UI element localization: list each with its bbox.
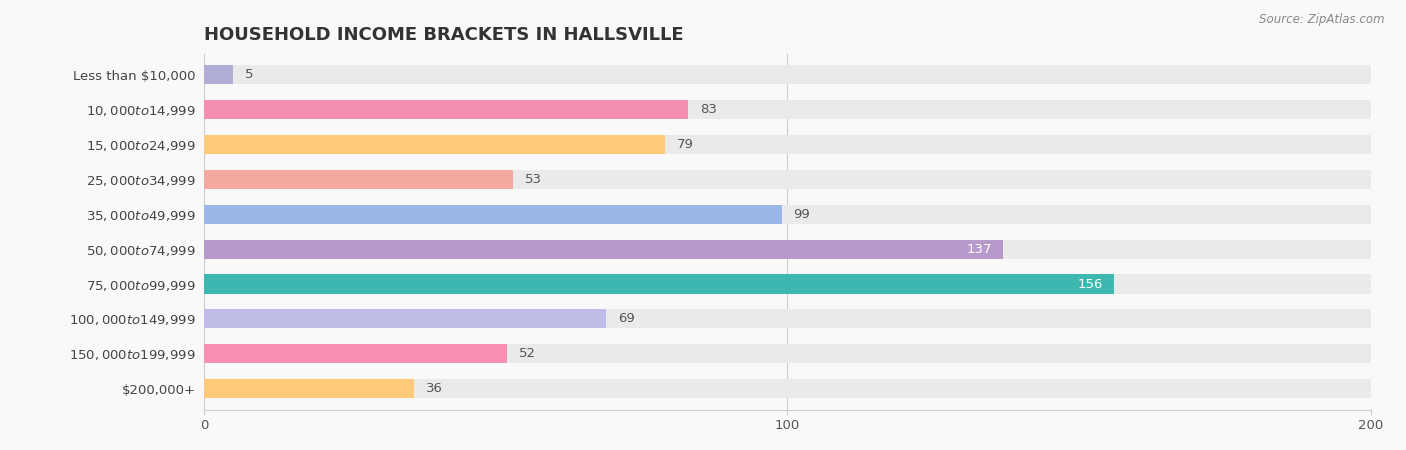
Bar [204,100,688,119]
Bar [204,309,1371,328]
Bar [204,309,606,328]
Bar [204,239,1371,259]
Text: 83: 83 [700,103,717,116]
Bar [204,379,1371,398]
Bar [204,65,233,85]
Bar [204,239,1004,259]
Text: 156: 156 [1077,278,1102,291]
Bar [204,344,508,363]
Text: 36: 36 [426,382,443,395]
Text: 69: 69 [619,312,636,325]
Bar [204,65,1371,85]
Bar [204,344,1371,363]
Text: 53: 53 [524,173,541,186]
Text: 79: 79 [676,138,693,151]
Text: 99: 99 [793,208,810,221]
Text: Source: ZipAtlas.com: Source: ZipAtlas.com [1260,14,1385,27]
Text: 137: 137 [966,243,991,256]
Bar [204,205,1371,224]
Bar [204,170,1371,189]
Bar [204,170,513,189]
Bar [204,135,1371,154]
Text: HOUSEHOLD INCOME BRACKETS IN HALLSVILLE: HOUSEHOLD INCOME BRACKETS IN HALLSVILLE [204,26,683,44]
Bar [204,205,782,224]
Text: 5: 5 [245,68,253,81]
Bar [204,274,1114,293]
Text: 52: 52 [519,347,536,360]
Bar [204,274,1371,293]
Bar [204,135,665,154]
Bar [204,379,413,398]
Bar [204,100,1371,119]
